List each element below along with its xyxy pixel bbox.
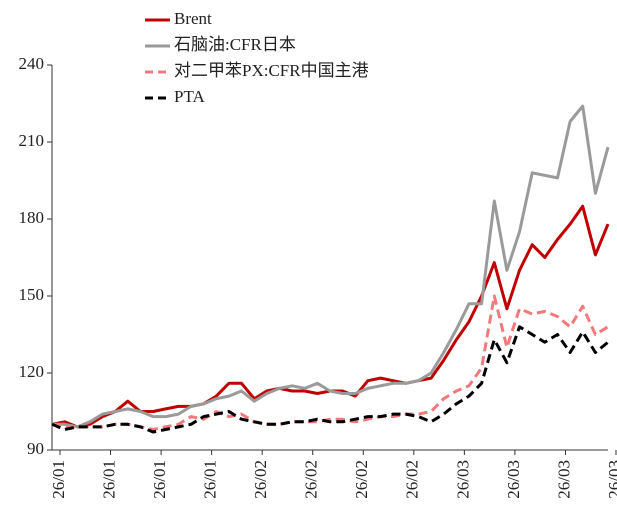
legend-label: 对二甲苯PX:CFR中国主港 [174, 61, 369, 80]
x-tick-label: 26/03 [554, 460, 573, 499]
x-tick-label: 26/01 [150, 460, 169, 499]
y-tick-label: 240 [19, 54, 45, 73]
series-line [51, 294, 609, 431]
legend-label: PTA [174, 87, 205, 106]
y-tick-label: 210 [19, 131, 45, 150]
x-tick-label: 26/01 [49, 460, 68, 499]
x-tick-label: 26/02 [352, 460, 371, 499]
series-line [52, 104, 610, 429]
x-tick-label: 26/02 [403, 460, 422, 499]
x-tick-label: 26/03 [605, 460, 617, 499]
legend-label: Brent [174, 9, 212, 28]
series-line [51, 325, 609, 434]
y-tick-label: 180 [19, 208, 45, 227]
x-tick-label: 26/01 [99, 460, 118, 499]
x-tick-label: 26/03 [453, 460, 472, 499]
x-tick-label: 26/01 [201, 460, 220, 499]
series-line [51, 204, 610, 429]
x-tick-label: 26/03 [504, 460, 523, 499]
y-tick-label: 90 [27, 439, 44, 458]
x-tick-label: 26/02 [251, 460, 270, 499]
y-tick-label: 150 [19, 285, 45, 304]
x-tick-label: 26/02 [302, 460, 321, 499]
legend-label: 石脑油:CFR日本 [174, 35, 296, 54]
y-tick-label: 120 [19, 362, 45, 381]
